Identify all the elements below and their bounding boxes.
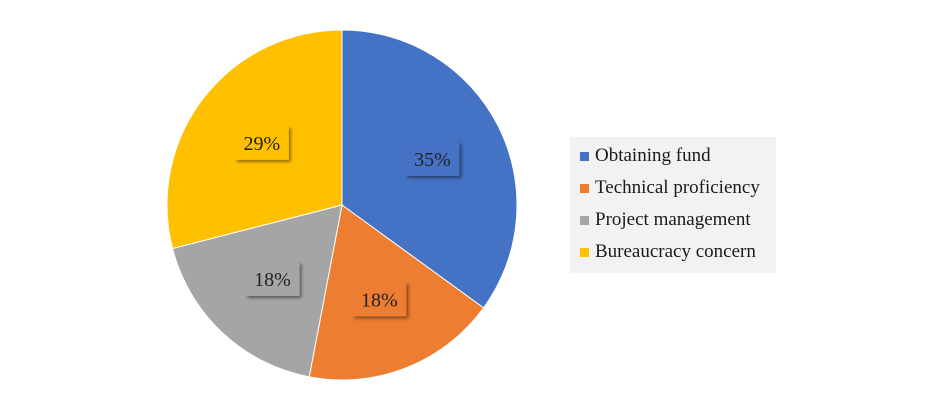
data-label-bureaucracy-concern: 29% — [234, 125, 289, 160]
legend-label: Project management — [595, 209, 751, 230]
pie-slices — [166, 29, 518, 381]
data-label-box — [245, 261, 300, 296]
data-label-text: 29% — [243, 133, 280, 155]
data-label-box — [234, 125, 289, 160]
legend-label: Bureaucracy concern — [595, 241, 756, 262]
data-label-box — [352, 282, 407, 317]
pie-data-labels: 35% 18% 18% 29% — [234, 125, 460, 317]
data-label-box — [405, 141, 460, 176]
legend-item-obtaining-fund: Obtaining fund — [580, 145, 711, 167]
legend-swatch — [580, 183, 589, 193]
data-label-technical-proficiency: 18% — [352, 282, 407, 317]
data-label-text: 18% — [254, 269, 291, 291]
legend-label: Obtaining fund — [595, 145, 711, 166]
legend-swatch — [580, 151, 589, 161]
data-label-text: 18% — [361, 289, 398, 311]
legend-item-bureaucracy-concern: Bureaucracy concern — [580, 241, 756, 263]
data-label-project-management: 18% — [245, 261, 300, 296]
data-label-obtaining-fund: 35% — [405, 141, 460, 176]
legend-swatch — [580, 247, 589, 257]
legend: Obtaining fund Technical proficiency Pro… — [570, 137, 776, 273]
legend-label: Technical proficiency — [595, 177, 760, 198]
legend-item-technical-proficiency: Technical proficiency — [580, 177, 760, 199]
legend-item-project-management: Project management — [580, 209, 751, 231]
legend-swatch — [580, 215, 589, 225]
data-label-text: 35% — [414, 149, 451, 171]
